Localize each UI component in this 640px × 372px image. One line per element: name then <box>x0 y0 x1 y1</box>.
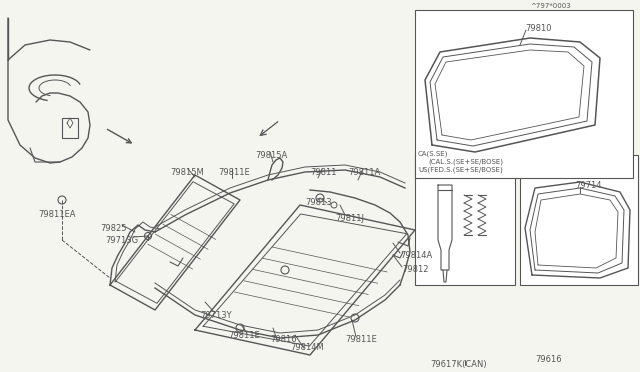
Text: (CAL.S.(SE+SE/BOSE): (CAL.S.(SE+SE/BOSE) <box>428 159 503 165</box>
Text: 79825: 79825 <box>100 224 127 232</box>
Text: 79713G: 79713G <box>105 235 138 244</box>
Text: CA(S.SE): CA(S.SE) <box>418 151 449 157</box>
Text: 79810: 79810 <box>525 23 552 32</box>
Text: 79713Y: 79713Y <box>200 311 232 321</box>
Text: 79816: 79816 <box>270 336 296 344</box>
Text: 79812: 79812 <box>402 266 429 275</box>
Text: 79815A: 79815A <box>255 151 287 160</box>
Text: 79814M: 79814M <box>290 343 324 353</box>
Text: 79813: 79813 <box>305 198 332 206</box>
Text: 79811E: 79811E <box>228 331 260 340</box>
Bar <box>415 155 515 285</box>
Text: 79616: 79616 <box>535 356 562 365</box>
Text: 79714: 79714 <box>575 180 602 189</box>
Text: 79811E: 79811E <box>345 336 377 344</box>
Text: 79811E: 79811E <box>218 167 250 176</box>
Text: 79811A: 79811A <box>348 167 380 176</box>
Text: US(FED.S.(SE+SE/BOSE): US(FED.S.(SE+SE/BOSE) <box>418 167 503 173</box>
Text: ^797*0003: ^797*0003 <box>530 3 571 9</box>
Text: 79814A: 79814A <box>400 251 432 260</box>
Text: 79811EA: 79811EA <box>38 209 76 218</box>
Text: 79811J: 79811J <box>335 214 364 222</box>
Text: 79815M: 79815M <box>170 167 204 176</box>
Bar <box>415 10 633 178</box>
Bar <box>520 155 638 285</box>
Text: 79617K(CAN): 79617K(CAN) <box>430 360 486 369</box>
Text: 79811: 79811 <box>310 167 337 176</box>
